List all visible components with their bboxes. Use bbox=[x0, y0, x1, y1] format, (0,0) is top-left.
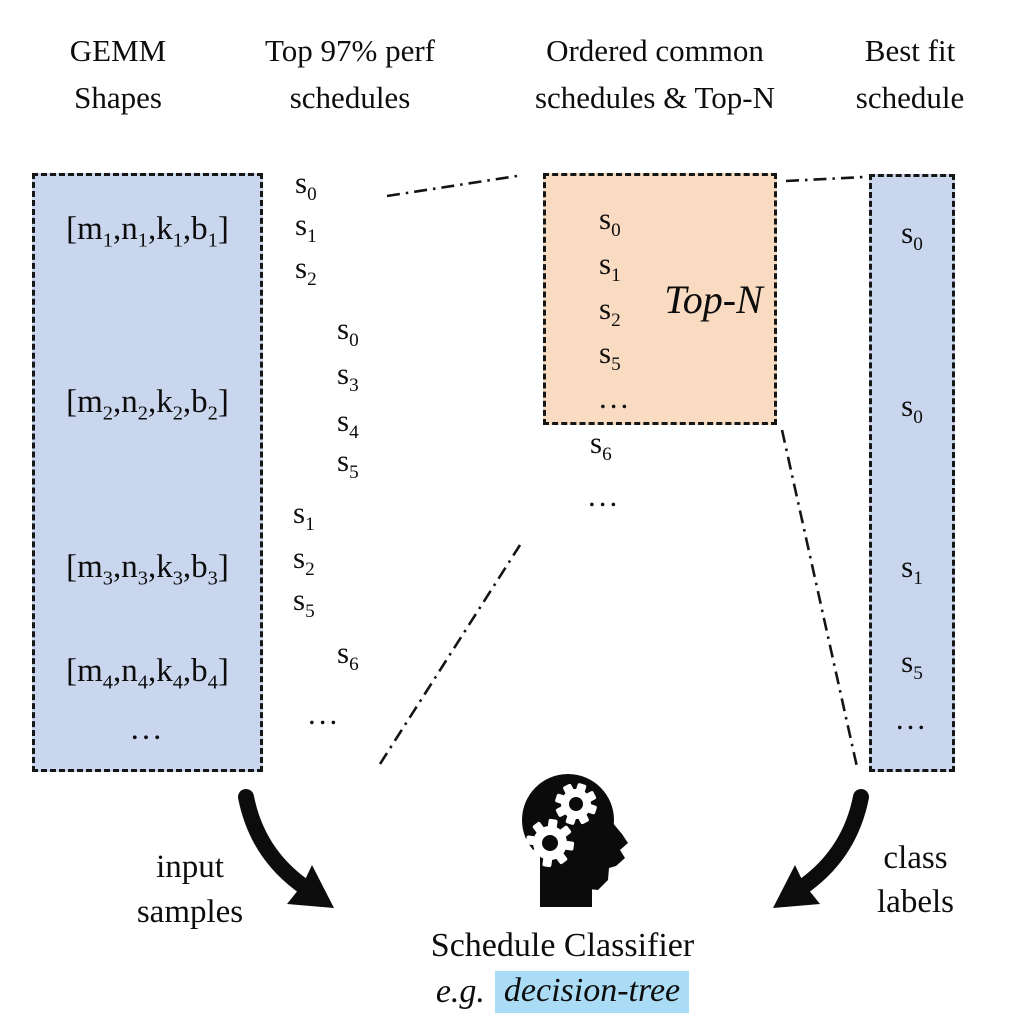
class-labels-arrow-head bbox=[773, 865, 820, 908]
header-line: schedules bbox=[289, 80, 411, 115]
gemm-shapes-box: [m1,n1,k1,b1] [m2,n2,k2,b2] [m3,n3,k3,b3… bbox=[32, 173, 263, 772]
example-term-highlight: decision-tree bbox=[494, 971, 690, 1013]
schedule-label: s4 bbox=[337, 403, 359, 444]
example-prefix: e.g. bbox=[435, 973, 485, 1010]
schedule-label: s6 bbox=[337, 635, 359, 676]
topn-box: s0 s1 s2 s5 ... Top-N bbox=[543, 173, 777, 425]
callout-line-top-right bbox=[785, 175, 865, 183]
gemm-shape-item: [m2,n2,k2,b2] bbox=[66, 384, 229, 425]
schedule-label: s1 bbox=[295, 207, 317, 248]
header-line: Top 97% perf bbox=[264, 33, 435, 68]
header-gemm-shapes: GEMM Shapes bbox=[28, 27, 208, 121]
topn-schedule-label: s0 bbox=[599, 201, 621, 242]
gear-icon-lower bbox=[525, 818, 575, 868]
schedule-label: s2 bbox=[295, 250, 317, 291]
gear-icon-upper bbox=[555, 783, 597, 825]
header-line: Ordered common bbox=[546, 33, 764, 68]
schedule-label: s3 bbox=[337, 356, 359, 397]
callout-line-top-left bbox=[386, 174, 518, 198]
bestfit-label: s1 bbox=[901, 549, 923, 590]
header-best-fit: Best fit schedule bbox=[830, 27, 990, 121]
header-line: schedules & Top-N bbox=[534, 80, 776, 115]
schedule-label: s0 bbox=[337, 311, 359, 352]
bestfit-label: s5 bbox=[901, 644, 923, 685]
input-samples-line1: input bbox=[156, 849, 224, 885]
gemm-shape-item: [m4,n4,k4,b4] bbox=[66, 653, 229, 694]
header-line: GEMM bbox=[69, 33, 167, 68]
topn-ellipsis: ... bbox=[599, 380, 632, 415]
overflow-ellipsis: ... bbox=[588, 478, 621, 513]
topn-title: Top-N bbox=[664, 277, 763, 322]
schedule-ellipsis: ... bbox=[308, 696, 341, 731]
input-samples-label: input samples bbox=[95, 845, 285, 935]
callout-line-bottom-left bbox=[378, 544, 522, 765]
best-fit-box: s0 s0 s1 s5 ... bbox=[869, 174, 955, 772]
gemm-shape-ellipsis: ... bbox=[130, 711, 165, 747]
gemm-shape-item: [m1,n1,k1,b1] bbox=[66, 211, 229, 252]
class-labels-line1: class bbox=[883, 840, 948, 876]
schedule-label: s1 bbox=[293, 495, 315, 536]
header-line: Shapes bbox=[74, 80, 162, 115]
classifier-title: Schedule Classifier bbox=[430, 927, 695, 964]
overflow-schedule-label: s6 bbox=[590, 425, 612, 466]
topn-schedule-label: s2 bbox=[599, 291, 621, 332]
bestfit-label: s0 bbox=[901, 215, 923, 256]
classifier-example: e.g. decision-tree bbox=[370, 971, 755, 1013]
schedule-label: s0 bbox=[295, 165, 317, 206]
gemm-shape-item: [m3,n3,k3,b3] bbox=[66, 549, 229, 590]
schedule-label: s2 bbox=[293, 540, 315, 581]
header-line: Best fit bbox=[864, 33, 956, 68]
class-labels-label: class labels bbox=[833, 836, 998, 924]
input-samples-line2: samples bbox=[136, 894, 244, 930]
header-ordered-common: Ordered common schedules & Top-N bbox=[500, 27, 810, 121]
schedule-label: s5 bbox=[337, 443, 359, 484]
brain-gears-icon bbox=[522, 774, 628, 907]
schedule-label: s5 bbox=[293, 582, 315, 623]
bestfit-label: s0 bbox=[901, 388, 923, 429]
class-labels-line2: labels bbox=[877, 884, 954, 920]
header-top-perf-schedules: Top 97% perf schedules bbox=[235, 27, 465, 121]
topn-schedule-label: s5 bbox=[599, 335, 621, 376]
callout-line-bottom-right bbox=[780, 429, 859, 768]
header-line: schedule bbox=[855, 80, 965, 115]
bestfit-ellipsis: ... bbox=[895, 701, 929, 736]
input-samples-arrow-head bbox=[287, 865, 334, 908]
topn-schedule-label: s1 bbox=[599, 246, 621, 287]
